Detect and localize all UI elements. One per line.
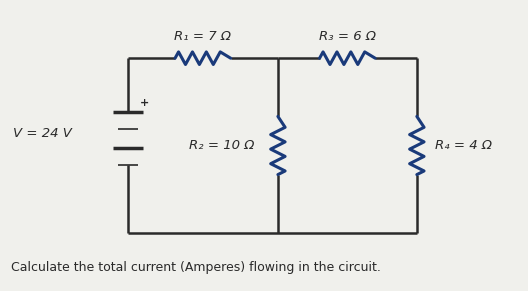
Text: Calculate the total current (Amperes) flowing in the circuit.: Calculate the total current (Amperes) fl… (11, 260, 381, 274)
Text: R₂ = 10 Ω: R₂ = 10 Ω (189, 139, 254, 152)
Text: V = 24 V: V = 24 V (13, 127, 72, 140)
Text: R₄ = 4 Ω: R₄ = 4 Ω (435, 139, 492, 152)
Text: R₁ = 7 Ω: R₁ = 7 Ω (174, 30, 231, 43)
Text: +: + (140, 98, 149, 108)
Text: R₃ = 6 Ω: R₃ = 6 Ω (319, 30, 376, 43)
